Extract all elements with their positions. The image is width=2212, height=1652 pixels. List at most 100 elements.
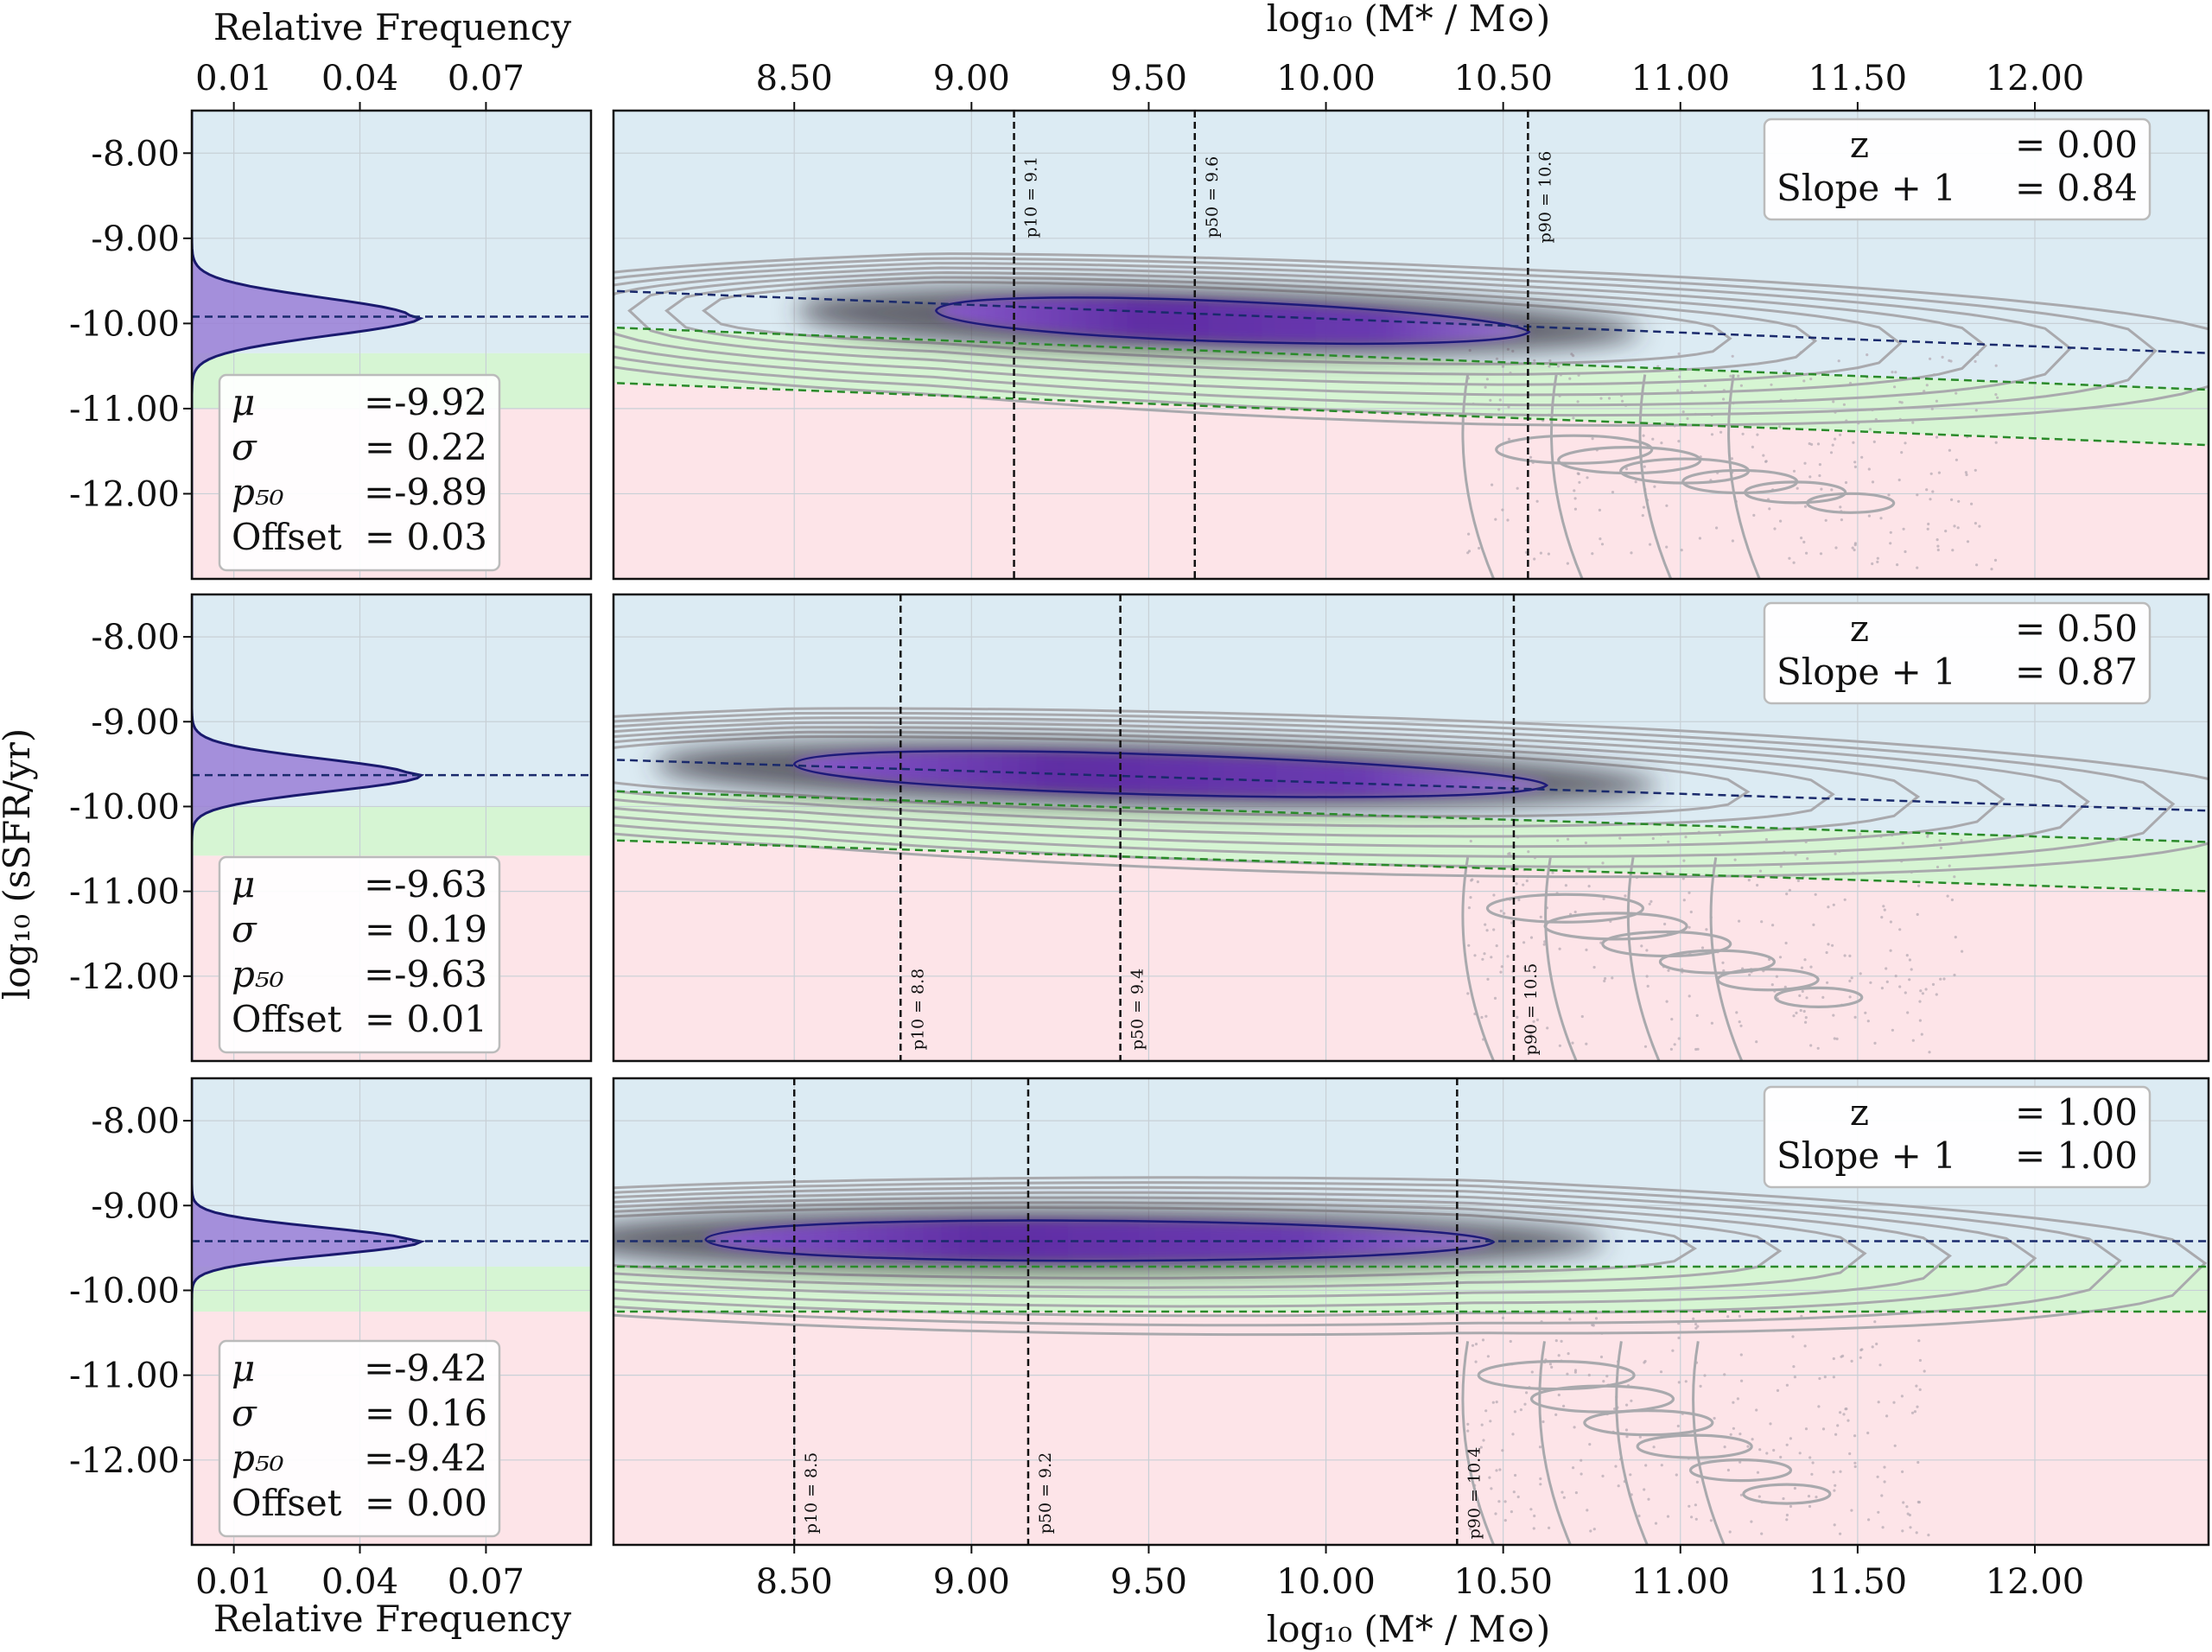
scatter-point	[1866, 353, 1869, 357]
scatter-point	[1820, 487, 1823, 491]
info-label: Slope + 1	[1777, 167, 1956, 209]
scatter-point	[1484, 1409, 1488, 1413]
scatter-point	[1834, 1433, 1838, 1436]
scatter-point	[1910, 1411, 1915, 1414]
scatter-point	[1876, 560, 1879, 564]
scatter-point	[1788, 556, 1791, 560]
scatter-point	[1494, 518, 1497, 521]
scatter-point	[1677, 1336, 1681, 1340]
scatter-point	[1602, 897, 1605, 900]
scatter-point	[1832, 400, 1835, 403]
scatter-point	[1811, 1461, 1815, 1465]
scatter-point	[1630, 1399, 1633, 1402]
scatter-point	[1779, 865, 1783, 868]
scatter-point	[1853, 1461, 1857, 1465]
kde-contour	[613, 707, 2209, 879]
scatter-point	[1599, 537, 1602, 541]
scatter-point	[1739, 1493, 1743, 1496]
scatter-point	[1508, 852, 1511, 855]
scatter-point	[1831, 944, 1834, 947]
scatter-point	[1883, 1480, 1886, 1484]
scatter-point	[1529, 1508, 1533, 1511]
scatter-point	[1876, 556, 1879, 560]
core-contour	[934, 296, 1531, 346]
scatter-point	[1859, 1348, 1863, 1352]
scatter-point	[1916, 493, 1919, 497]
scatter-point	[1867, 467, 1871, 471]
scatter-point	[1970, 502, 1974, 505]
scatter-point	[1921, 992, 1924, 995]
scatter-point	[1810, 1472, 1814, 1476]
percentile-label: p50 = 9.6	[1203, 156, 1222, 238]
scatter-point	[1705, 928, 1708, 931]
scatter-point	[1729, 1433, 1732, 1436]
scatter-point	[1484, 385, 1487, 389]
scatter-point	[1539, 1477, 1542, 1481]
scatter-point	[1700, 946, 1705, 950]
scatter-point	[1495, 1401, 1498, 1404]
scatter-point	[1785, 893, 1789, 896]
scatter-point	[1941, 355, 1944, 359]
scatter-point	[1466, 1429, 1470, 1433]
mass-x-tick-label: 9.00	[933, 59, 1010, 98]
scatter-point	[1550, 1365, 1554, 1369]
stats-value: = 0.03	[365, 516, 487, 558]
quenched-contour	[1774, 986, 1864, 1008]
scatter-point	[1809, 965, 1813, 969]
scatter-point	[1490, 956, 1493, 959]
scatter-point	[1665, 545, 1669, 549]
hist-panel: -8.00 -9.00 -10.00 -11.00 -12.00 μ =-9.63 σ = 0.…	[69, 593, 593, 1063]
scatter-point	[1823, 1376, 1827, 1379]
scatter-point	[1818, 473, 1821, 478]
scatter-point	[1467, 550, 1471, 553]
scatter-point	[1758, 869, 1763, 873]
kde-contour	[613, 1196, 1867, 1299]
scatter-point	[1830, 488, 1834, 492]
scatter-point	[1764, 460, 1768, 463]
scatter-point	[1800, 537, 1803, 540]
scatter-point	[1500, 965, 1503, 969]
scatter-point	[1748, 973, 1751, 976]
scatter-point	[1630, 551, 1633, 555]
y-tick-label: -11.00	[69, 390, 180, 429]
scatter-point	[1755, 1040, 1758, 1044]
scatter-point	[1618, 836, 1622, 840]
kde-panel: p10 = 8.8 p50 = 9.4 p90 = 10.5 z = 0.50 Slope…	[612, 593, 2210, 1063]
ylabel: log₁₀ (sSFR/yr)	[0, 728, 38, 1000]
ridge-line	[617, 289, 2209, 354]
info-label: z	[1850, 1091, 1869, 1134]
scatter-point	[1605, 1375, 1609, 1378]
quenched-contour	[1709, 857, 1744, 1061]
scatter-point	[1877, 1401, 1880, 1404]
scatter-point	[1764, 838, 1768, 842]
scatter-point	[1695, 1480, 1699, 1484]
scatter-point	[1660, 1464, 1663, 1467]
scatter-point	[1690, 1515, 1694, 1519]
scatter-point	[1902, 527, 1905, 531]
scatter-point	[1669, 1047, 1673, 1051]
scatter-point	[1503, 912, 1506, 915]
quenched-contour	[1583, 1409, 1714, 1437]
scatter-point	[1868, 428, 1872, 431]
scatter-point	[1900, 401, 1904, 404]
scatter-point	[1785, 1513, 1789, 1517]
scatter-point	[1901, 1529, 1904, 1533]
scatter-point	[1807, 1495, 1811, 1498]
scatter-point	[1975, 563, 1979, 567]
scatter-point	[1503, 1519, 1507, 1522]
scatter-point	[1728, 1530, 1732, 1534]
scatter-point	[1878, 1363, 1882, 1367]
scatter-point	[1530, 1370, 1534, 1374]
scatter-point	[1785, 1443, 1789, 1446]
y-tick-label: -9.00	[91, 1186, 180, 1226]
scatter-point	[1501, 1449, 1504, 1452]
scatter-point	[1573, 507, 1577, 511]
scatter-point	[1882, 905, 1885, 908]
scatter-point	[1573, 489, 1576, 492]
scatter-point	[1956, 526, 1960, 530]
scatter-point	[1625, 1435, 1629, 1439]
mass-x-tick-label: 10.00	[1276, 1562, 1376, 1602]
y-tick-label: -10.00	[69, 787, 180, 827]
scatter-point	[1548, 365, 1551, 368]
kde-panel: p10 = 9.1 p50 = 9.6 p90 = 10.6 8.50 9.00 9.50…	[612, 59, 2210, 581]
